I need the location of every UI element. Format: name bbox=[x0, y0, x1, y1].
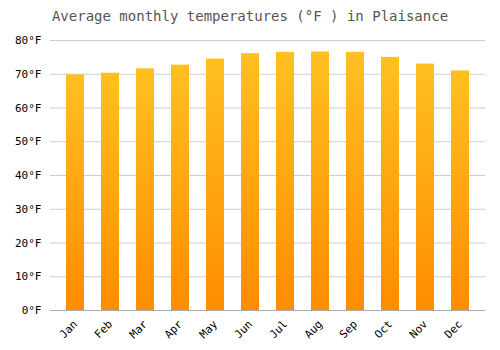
svg-text:Oct: Oct bbox=[372, 318, 395, 341]
svg-text:Mar: Mar bbox=[127, 317, 151, 341]
svg-text:20°F: 20°F bbox=[15, 237, 42, 250]
svg-text:70°F: 70°F bbox=[15, 68, 42, 81]
svg-text:Nov: Nov bbox=[407, 317, 431, 341]
svg-text:Dec: Dec bbox=[442, 318, 465, 341]
svg-text:60°F: 60°F bbox=[15, 102, 42, 115]
svg-text:Apr: Apr bbox=[162, 317, 186, 341]
svg-text:Jan: Jan bbox=[57, 318, 80, 341]
svg-text:10°F: 10°F bbox=[15, 270, 42, 283]
svg-text:Jun: Jun bbox=[232, 318, 255, 341]
svg-text:Feb: Feb bbox=[92, 318, 115, 341]
svg-text:May: May bbox=[197, 317, 221, 341]
svg-text:30°F: 30°F bbox=[15, 203, 42, 216]
svg-text:Sep: Sep bbox=[337, 318, 360, 341]
svg-text:50°F: 50°F bbox=[15, 135, 42, 148]
svg-text:Aug: Aug bbox=[302, 318, 325, 341]
svg-text:0°F: 0°F bbox=[22, 304, 42, 317]
svg-text:Jul: Jul bbox=[267, 318, 290, 341]
svg-text:40°F: 40°F bbox=[15, 169, 42, 182]
html-text:Average monthly temperatures (: Average monthly temperatures (°F ) in Pl… bbox=[51, 8, 449, 24]
svg-text:80°F: 80°F bbox=[15, 34, 42, 47]
